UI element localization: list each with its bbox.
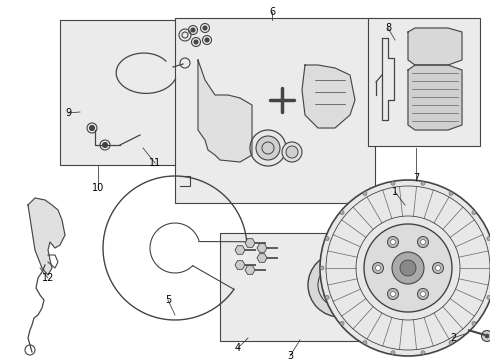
Circle shape	[256, 136, 280, 160]
Circle shape	[392, 252, 424, 284]
Polygon shape	[408, 65, 462, 130]
Circle shape	[391, 292, 395, 297]
Circle shape	[340, 321, 344, 325]
Circle shape	[282, 142, 302, 162]
Circle shape	[472, 321, 476, 325]
Circle shape	[375, 266, 381, 270]
Polygon shape	[198, 60, 252, 162]
Circle shape	[191, 28, 195, 32]
Circle shape	[205, 38, 209, 42]
Circle shape	[364, 224, 452, 312]
Circle shape	[363, 341, 367, 345]
Circle shape	[250, 130, 286, 166]
Circle shape	[472, 211, 476, 215]
Bar	[220, 233, 385, 341]
Circle shape	[420, 239, 425, 244]
Circle shape	[417, 237, 428, 248]
Circle shape	[417, 288, 428, 300]
Circle shape	[388, 288, 398, 300]
Circle shape	[343, 299, 348, 304]
Circle shape	[194, 40, 198, 44]
Circle shape	[318, 263, 362, 307]
Text: 6: 6	[269, 7, 275, 17]
Circle shape	[391, 239, 395, 244]
Circle shape	[325, 296, 329, 300]
Circle shape	[449, 192, 453, 195]
Circle shape	[320, 180, 490, 356]
Circle shape	[324, 292, 329, 297]
Circle shape	[449, 341, 453, 345]
Circle shape	[433, 262, 443, 274]
Circle shape	[90, 126, 95, 130]
Text: 5: 5	[165, 295, 171, 305]
Circle shape	[421, 181, 425, 185]
Text: 12: 12	[42, 273, 54, 283]
Circle shape	[354, 283, 360, 288]
Circle shape	[372, 262, 384, 274]
Text: 4: 4	[235, 343, 241, 353]
Circle shape	[391, 181, 395, 185]
Circle shape	[482, 330, 490, 342]
Circle shape	[102, 143, 107, 148]
Text: 2: 2	[450, 333, 456, 343]
Circle shape	[485, 334, 489, 338]
Polygon shape	[28, 198, 65, 275]
Circle shape	[203, 26, 207, 30]
Circle shape	[436, 266, 441, 270]
Circle shape	[400, 260, 416, 276]
Circle shape	[324, 273, 329, 278]
Text: 11: 11	[149, 158, 161, 168]
Circle shape	[391, 351, 395, 355]
Text: 3: 3	[287, 351, 293, 360]
Text: 7: 7	[413, 173, 419, 183]
Circle shape	[308, 253, 372, 317]
Circle shape	[320, 266, 324, 270]
Circle shape	[388, 237, 398, 248]
Text: 8: 8	[385, 23, 391, 33]
Circle shape	[363, 192, 367, 195]
Bar	[60, 20, 228, 165]
Circle shape	[286, 146, 298, 158]
Circle shape	[340, 211, 344, 215]
Polygon shape	[408, 28, 462, 65]
Circle shape	[420, 292, 425, 297]
Bar	[368, 18, 480, 146]
Circle shape	[421, 351, 425, 355]
Circle shape	[335, 280, 345, 290]
Circle shape	[328, 273, 352, 297]
Circle shape	[325, 237, 329, 240]
Polygon shape	[302, 65, 355, 128]
Text: 10: 10	[92, 183, 104, 193]
Circle shape	[487, 237, 490, 240]
Text: 9: 9	[65, 108, 71, 118]
Bar	[175, 18, 375, 203]
Circle shape	[343, 266, 348, 271]
Text: 1: 1	[392, 187, 398, 197]
Circle shape	[487, 296, 490, 300]
